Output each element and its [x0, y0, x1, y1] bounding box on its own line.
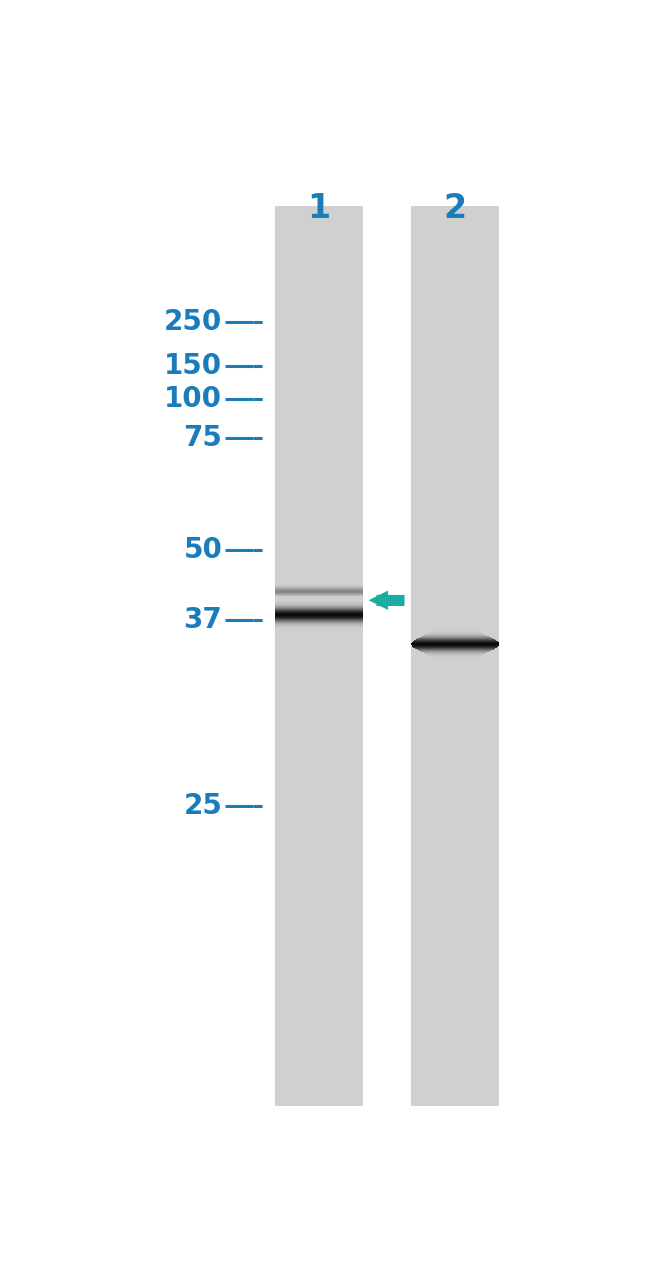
Bar — [411, 206, 499, 1106]
Text: 25: 25 — [183, 791, 222, 819]
Text: 37: 37 — [183, 606, 222, 634]
Text: 100: 100 — [164, 385, 222, 413]
Text: 2: 2 — [444, 192, 467, 225]
Bar — [275, 206, 363, 1106]
Text: 150: 150 — [164, 352, 222, 380]
Text: 50: 50 — [183, 536, 222, 564]
Text: 1: 1 — [307, 192, 331, 225]
Text: 75: 75 — [183, 424, 222, 452]
Text: 250: 250 — [164, 307, 222, 335]
